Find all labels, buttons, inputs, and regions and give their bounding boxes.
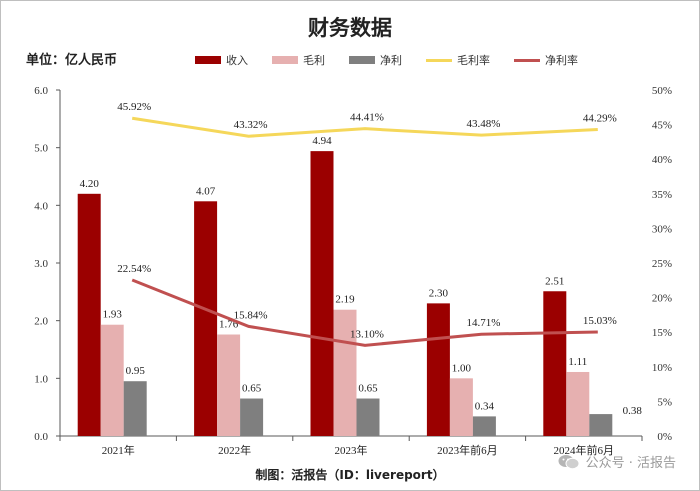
legend-swatch — [272, 56, 298, 64]
bar-收入 — [543, 291, 567, 436]
bar-value-label: 0.38 — [623, 405, 643, 417]
bar-毛利 — [566, 371, 590, 436]
line-value-label: 43.32% — [234, 119, 268, 131]
y-left-tick-label: 6.0 — [34, 85, 48, 97]
legend-label: 毛利率 — [457, 54, 490, 67]
line-value-label: 13.10% — [350, 328, 384, 340]
wechat-icon — [558, 454, 580, 469]
unit-label: 单位：亿人民币 — [26, 53, 118, 68]
line-value-label: 44.41% — [350, 112, 384, 124]
bar-value-label: 4.20 — [80, 178, 100, 190]
y-right-tick-label: 30% — [652, 223, 672, 235]
x-tick-label: 2022年 — [218, 443, 251, 457]
bar-value-label: 1.00 — [452, 362, 472, 374]
y-right-tick-label: 50% — [652, 85, 672, 97]
bar-收入 — [426, 303, 450, 436]
y-left-tick-label: 0.0 — [34, 431, 48, 443]
chart-title: 财务数据 — [308, 16, 392, 40]
legend-swatch — [349, 56, 375, 64]
watermark-text: 公众号 · 活报告 — [585, 456, 676, 471]
y-left-tick-label: 3.0 — [34, 258, 48, 270]
legend-label: 收入 — [226, 54, 248, 67]
legend-label: 毛利 — [303, 54, 325, 67]
line-毛利率 — [131, 116, 598, 138]
watermark: 公众号 · 活报告 — [558, 452, 676, 471]
x-tick-label: 2024年前6月 — [554, 443, 615, 457]
legend-swatch — [514, 58, 540, 62]
y-left-tick-label: 5.0 — [34, 143, 48, 155]
y-right-tick-label: 40% — [652, 154, 672, 166]
caption: 制图：活报告（ID：livereport） — [255, 468, 445, 482]
bar-收入 — [77, 193, 101, 436]
bar-value-label: 0.95 — [126, 365, 146, 377]
bar-净利 — [123, 381, 147, 436]
legend-item: 净利率 — [514, 53, 578, 67]
legend-label: 净利率 — [545, 54, 578, 67]
bar-value-label: 4.94 — [312, 135, 332, 147]
line-value-label: 43.48% — [466, 118, 500, 130]
bar-净利 — [472, 416, 496, 436]
line-value-label: 15.84% — [234, 309, 268, 321]
bar-净利 — [240, 398, 264, 436]
bar-value-label: 1.93 — [103, 309, 123, 321]
y-right-tick-label: 5% — [657, 396, 672, 408]
bar-收入 — [310, 151, 334, 437]
y-left-tick-label: 4.0 — [34, 200, 48, 212]
y-right-tick-label: 45% — [652, 120, 672, 132]
legend-swatch — [195, 56, 221, 64]
bar-value-label: 0.65 — [358, 383, 378, 395]
y-right-tick-label: 10% — [652, 362, 672, 374]
legend-item: 净利 — [349, 53, 402, 67]
bar-value-label: 0.65 — [242, 383, 262, 395]
legend-swatch — [426, 58, 452, 62]
y-left-tick-label: 2.0 — [34, 316, 48, 328]
line-value-label: 14.71% — [466, 317, 500, 329]
line-净利率 — [131, 278, 598, 347]
bar-value-label: 1.11 — [568, 356, 587, 368]
bar-value-label: 4.07 — [196, 185, 216, 197]
bar-value-label: 2.30 — [429, 287, 449, 299]
line-value-label: 22.54% — [117, 263, 151, 275]
bar-value-label: 0.34 — [475, 400, 495, 412]
bar-毛利 — [217, 334, 241, 436]
line-value-label: 45.92% — [117, 101, 151, 113]
legend-item: 毛利 — [272, 53, 325, 67]
y-left-tick-label: 1.0 — [34, 373, 48, 385]
legend-label: 净利 — [380, 54, 402, 67]
x-tick-label: 2021年 — [102, 443, 135, 457]
y-right-tick-label: 20% — [652, 293, 672, 305]
y-right-tick-label: 15% — [652, 327, 672, 339]
bar-毛利 — [100, 324, 124, 436]
x-tick-label: 2023年前6月 — [437, 443, 498, 457]
bar-净利 — [356, 398, 380, 436]
line-value-label: 44.29% — [583, 113, 617, 125]
legend-item: 毛利率 — [426, 53, 490, 67]
y-right-tick-label: 0% — [657, 431, 672, 443]
bar-value-label: 2.51 — [545, 275, 564, 287]
line-value-label: 15.03% — [583, 315, 617, 327]
y-right-tick-label: 25% — [652, 258, 672, 270]
legend-item: 收入 — [195, 53, 248, 67]
legend: 收入 毛利 净利 毛利率 净利率 — [195, 53, 602, 67]
bar-收入 — [194, 201, 218, 436]
bar-毛利 — [449, 378, 473, 436]
x-tick-label: 2023年 — [335, 443, 368, 457]
bar-value-label: 2.19 — [335, 294, 355, 306]
y-right-tick-label: 35% — [652, 189, 672, 201]
bar-净利 — [589, 414, 613, 436]
